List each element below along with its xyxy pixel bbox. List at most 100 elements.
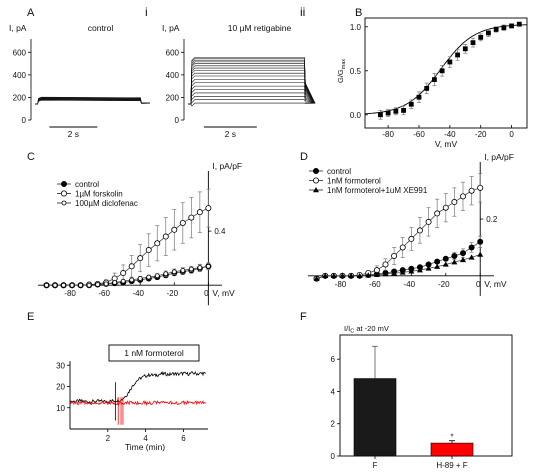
legend-marker bbox=[312, 177, 319, 184]
legend-label: 100µM diclofenac bbox=[75, 199, 138, 208]
series-point bbox=[416, 227, 423, 234]
series-point bbox=[162, 233, 169, 240]
series-point bbox=[145, 247, 152, 254]
series-point bbox=[399, 244, 406, 251]
legend-marker bbox=[61, 180, 68, 187]
panel-d-iv-curve: -80 -60 -40 -20 00.2I, pA/pFV, mVcontrol1nM … bbox=[308, 152, 514, 296]
f-ytick-label: 6 bbox=[331, 355, 336, 364]
a-trace-1 bbox=[188, 79, 316, 105]
b-ylabel: G/Gmax bbox=[336, 59, 347, 83]
series-point bbox=[154, 240, 161, 247]
b-point bbox=[509, 23, 514, 29]
f-bar bbox=[353, 378, 397, 457]
e-ytick-label: 20 bbox=[56, 383, 65, 392]
series-point bbox=[382, 261, 389, 268]
a-ylabel-0: I, pA bbox=[9, 23, 27, 33]
a-scalebar-label-0: 2 s bbox=[68, 129, 79, 139]
series-point bbox=[373, 271, 380, 277]
series-point bbox=[128, 263, 135, 270]
series-point bbox=[188, 266, 194, 272]
a-trace-1 bbox=[188, 65, 316, 105]
a-ytick-label-1: 200 bbox=[166, 93, 180, 102]
series-point bbox=[477, 184, 484, 191]
series-point bbox=[95, 282, 101, 287]
panel-c-label: C bbox=[27, 151, 35, 163]
a-ytick-label-1: 600 bbox=[166, 48, 180, 57]
b-xtick-label: -60 bbox=[413, 130, 425, 139]
b-point bbox=[385, 110, 391, 116]
series-point bbox=[339, 272, 346, 279]
e-label-text: 1 nM formoterol bbox=[124, 348, 184, 358]
series-point bbox=[78, 282, 83, 288]
series-point bbox=[451, 252, 458, 259]
series-point bbox=[416, 267, 423, 273]
f-bar bbox=[430, 442, 474, 457]
ylabel: I, pA/pF bbox=[212, 161, 242, 171]
legend-marker bbox=[313, 187, 319, 193]
a-trace-1 bbox=[188, 59, 316, 105]
b-xlabel: V, mV bbox=[435, 139, 458, 149]
xtick-label: 0 bbox=[204, 289, 209, 298]
legend-marker bbox=[61, 190, 68, 197]
series-point bbox=[434, 210, 441, 217]
b-ylabel-main: G/G bbox=[336, 69, 345, 83]
f-frame bbox=[339, 334, 513, 457]
legend-label: control bbox=[75, 180, 99, 189]
b-point bbox=[378, 112, 383, 118]
xtick-label: -40 bbox=[132, 289, 144, 298]
series-point bbox=[391, 270, 398, 276]
series-point bbox=[129, 277, 135, 283]
series-point bbox=[197, 265, 203, 271]
panel-e-label: E bbox=[27, 311, 34, 323]
b-frame bbox=[364, 17, 528, 129]
panel-b-label: B bbox=[355, 7, 362, 19]
series-point bbox=[382, 271, 389, 277]
a-trace-1 bbox=[188, 75, 316, 105]
a-trace-1 bbox=[188, 58, 316, 105]
series-point bbox=[61, 282, 66, 288]
e-label-box bbox=[108, 344, 200, 362]
a-title-1: 10 µM retigabine bbox=[228, 23, 292, 33]
series-point bbox=[434, 258, 441, 265]
f-title-rest: at -20 mV bbox=[354, 324, 389, 333]
f-ytick-label: 0 bbox=[331, 452, 336, 461]
a-title-0: control bbox=[88, 23, 114, 33]
b-point bbox=[408, 101, 414, 107]
b-fit-curve bbox=[364, 24, 528, 115]
series-point bbox=[399, 269, 406, 275]
f-title-main: I/I bbox=[344, 324, 350, 333]
xtick-label: -80 bbox=[64, 289, 76, 298]
b-point bbox=[439, 68, 445, 74]
series-point bbox=[451, 199, 458, 206]
e-ytick-label: 30 bbox=[56, 361, 65, 370]
series-point bbox=[188, 214, 195, 221]
xlabel: V, mV bbox=[212, 288, 235, 298]
panel-e-time-course: 2 4 6 10 20 30 Time (min) 1 nM formoterol bbox=[56, 344, 208, 452]
panel-a-traces: 0 200 400 600 I, pA control 2 s 0 200 400 600 I, pA… bbox=[9, 23, 316, 139]
series-point bbox=[120, 278, 126, 284]
series-point bbox=[146, 274, 152, 280]
series-point bbox=[477, 238, 484, 245]
series-point bbox=[322, 272, 329, 279]
xtick-label: -80 bbox=[335, 280, 347, 289]
panel-d-label: D bbox=[300, 151, 308, 163]
panel-f-bar-chart: 0 2 4 6 I/IC at -20 mV F H-89 + F * bbox=[331, 324, 513, 470]
series-point bbox=[163, 271, 169, 277]
b-point bbox=[455, 52, 460, 58]
legend-label: 1µM forskolin bbox=[75, 190, 123, 199]
series-point bbox=[451, 259, 458, 265]
a-trace-1 bbox=[188, 89, 316, 105]
series-point bbox=[391, 252, 398, 259]
panel-b-gv-curve: -80 -60 -40 -20 0 0.0 0.5 1.0 V, mV G/Gmax bbox=[336, 17, 528, 149]
b-ytick-label: 1.0 bbox=[350, 23, 362, 32]
xtick-label: -20 bbox=[167, 289, 179, 298]
f-title-sub: C bbox=[350, 329, 354, 335]
ylabel: I, pA/pF bbox=[484, 152, 514, 162]
a-trace-1 bbox=[188, 102, 316, 107]
b-xtick-label: 0 bbox=[509, 130, 514, 139]
series-point bbox=[348, 272, 355, 279]
xtick-label: 0 bbox=[476, 280, 481, 289]
b-xtick-label: -80 bbox=[382, 130, 394, 139]
series-point bbox=[120, 270, 127, 277]
series-point bbox=[442, 204, 449, 211]
